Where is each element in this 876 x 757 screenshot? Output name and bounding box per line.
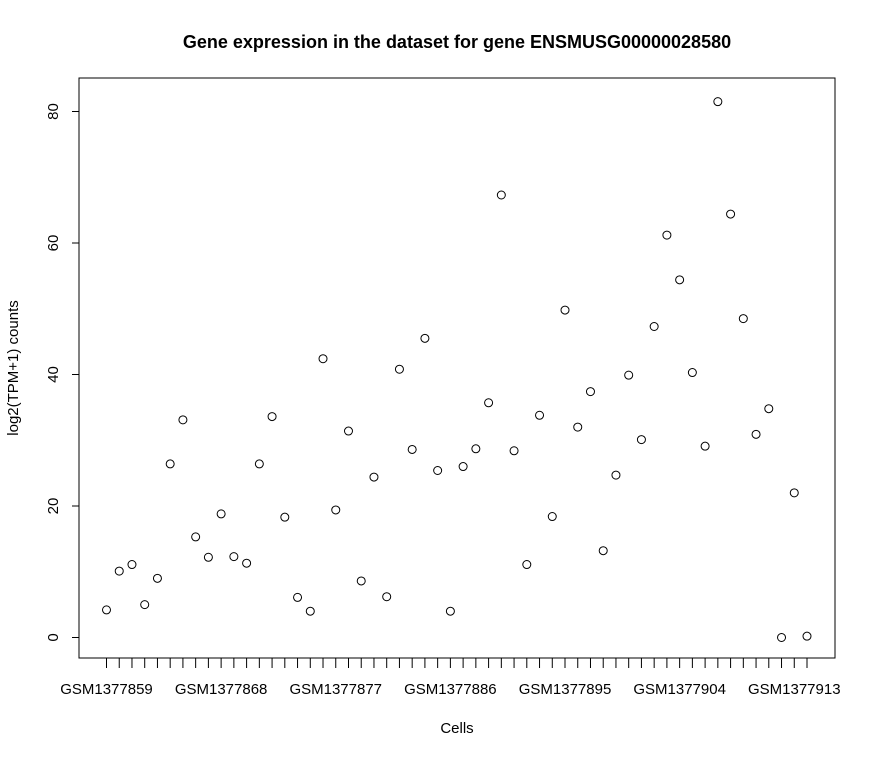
- y-axis-label: log2(TPM+1) counts: [5, 300, 22, 435]
- data-point: [522, 560, 532, 570]
- data-point: [216, 509, 226, 519]
- data-point: [191, 532, 201, 542]
- data-point: [471, 444, 481, 454]
- data-point: [764, 404, 774, 414]
- y-tick-label: 20: [45, 498, 62, 515]
- data-point: [127, 560, 137, 570]
- data-point: [152, 573, 162, 583]
- data-point: [140, 600, 150, 610]
- data-point: [611, 470, 621, 480]
- data-point: [331, 505, 341, 515]
- data-point: [293, 592, 303, 602]
- data-point: [649, 322, 659, 332]
- data-point: [484, 398, 494, 408]
- x-tick-label: GSM1377895: [519, 681, 612, 698]
- data-point: [789, 488, 799, 498]
- plot-frame: [78, 77, 836, 659]
- data-point: [407, 444, 417, 454]
- x-tick-label: GSM1377877: [289, 681, 382, 698]
- data-point: [165, 459, 175, 469]
- data-point: [560, 305, 570, 315]
- data-point: [585, 387, 595, 397]
- data-point: [509, 446, 519, 456]
- chart-title: Gene expression in the dataset for gene …: [183, 32, 731, 52]
- data-point: [433, 465, 443, 475]
- y-tick-label: 60: [45, 235, 62, 252]
- data-point: [229, 552, 239, 562]
- data-point: [802, 631, 812, 641]
- y-tick-label: 80: [45, 103, 62, 120]
- data-point: [280, 512, 290, 522]
- data-point: [318, 354, 328, 364]
- data-point: [102, 605, 111, 615]
- data-point: [777, 633, 787, 642]
- data-point: [535, 410, 545, 420]
- data-point: [496, 190, 506, 200]
- data-point: [382, 592, 392, 602]
- data-point: [114, 566, 124, 576]
- x-tick-label: GSM1377886: [404, 681, 497, 698]
- data-point: [394, 364, 404, 374]
- data-point: [687, 368, 697, 378]
- data-point: [573, 422, 583, 432]
- data-point: [254, 459, 264, 469]
- data-point: [305, 606, 315, 616]
- data-point: [547, 512, 557, 522]
- x-tick-label: GSM1377913: [748, 681, 841, 698]
- data-point: [420, 333, 430, 343]
- x-tick-label: GSM1377868: [175, 681, 268, 698]
- data-point: [738, 314, 748, 324]
- data-point: [598, 546, 608, 556]
- x-axis-label: Cells: [440, 720, 473, 737]
- data-point: [343, 426, 353, 436]
- data-point: [700, 441, 710, 451]
- data-points: [102, 97, 812, 642]
- data-point: [726, 209, 736, 219]
- data-point: [267, 412, 277, 422]
- y-axis: 0 20 40 60 80: [45, 103, 80, 642]
- data-point: [242, 558, 252, 568]
- data-point: [675, 275, 685, 285]
- data-point: [636, 435, 646, 445]
- data-point: [624, 370, 634, 380]
- data-point: [356, 576, 366, 586]
- data-point: [458, 462, 468, 472]
- data-point: [178, 415, 188, 425]
- x-tick-label: GSM1377904: [633, 681, 726, 698]
- y-tick-label: 0: [45, 633, 62, 641]
- data-point: [445, 606, 455, 616]
- data-point: [662, 230, 672, 240]
- data-point: [369, 472, 379, 482]
- x-tick-label: GSM1377859: [60, 681, 153, 698]
- data-point: [203, 552, 213, 562]
- data-point: [751, 429, 761, 439]
- x-axis: GSM1377859 GSM1377868 GSM1377877 GSM1377886…: [60, 657, 841, 698]
- y-tick-label: 40: [45, 366, 62, 383]
- data-point: [713, 97, 723, 107]
